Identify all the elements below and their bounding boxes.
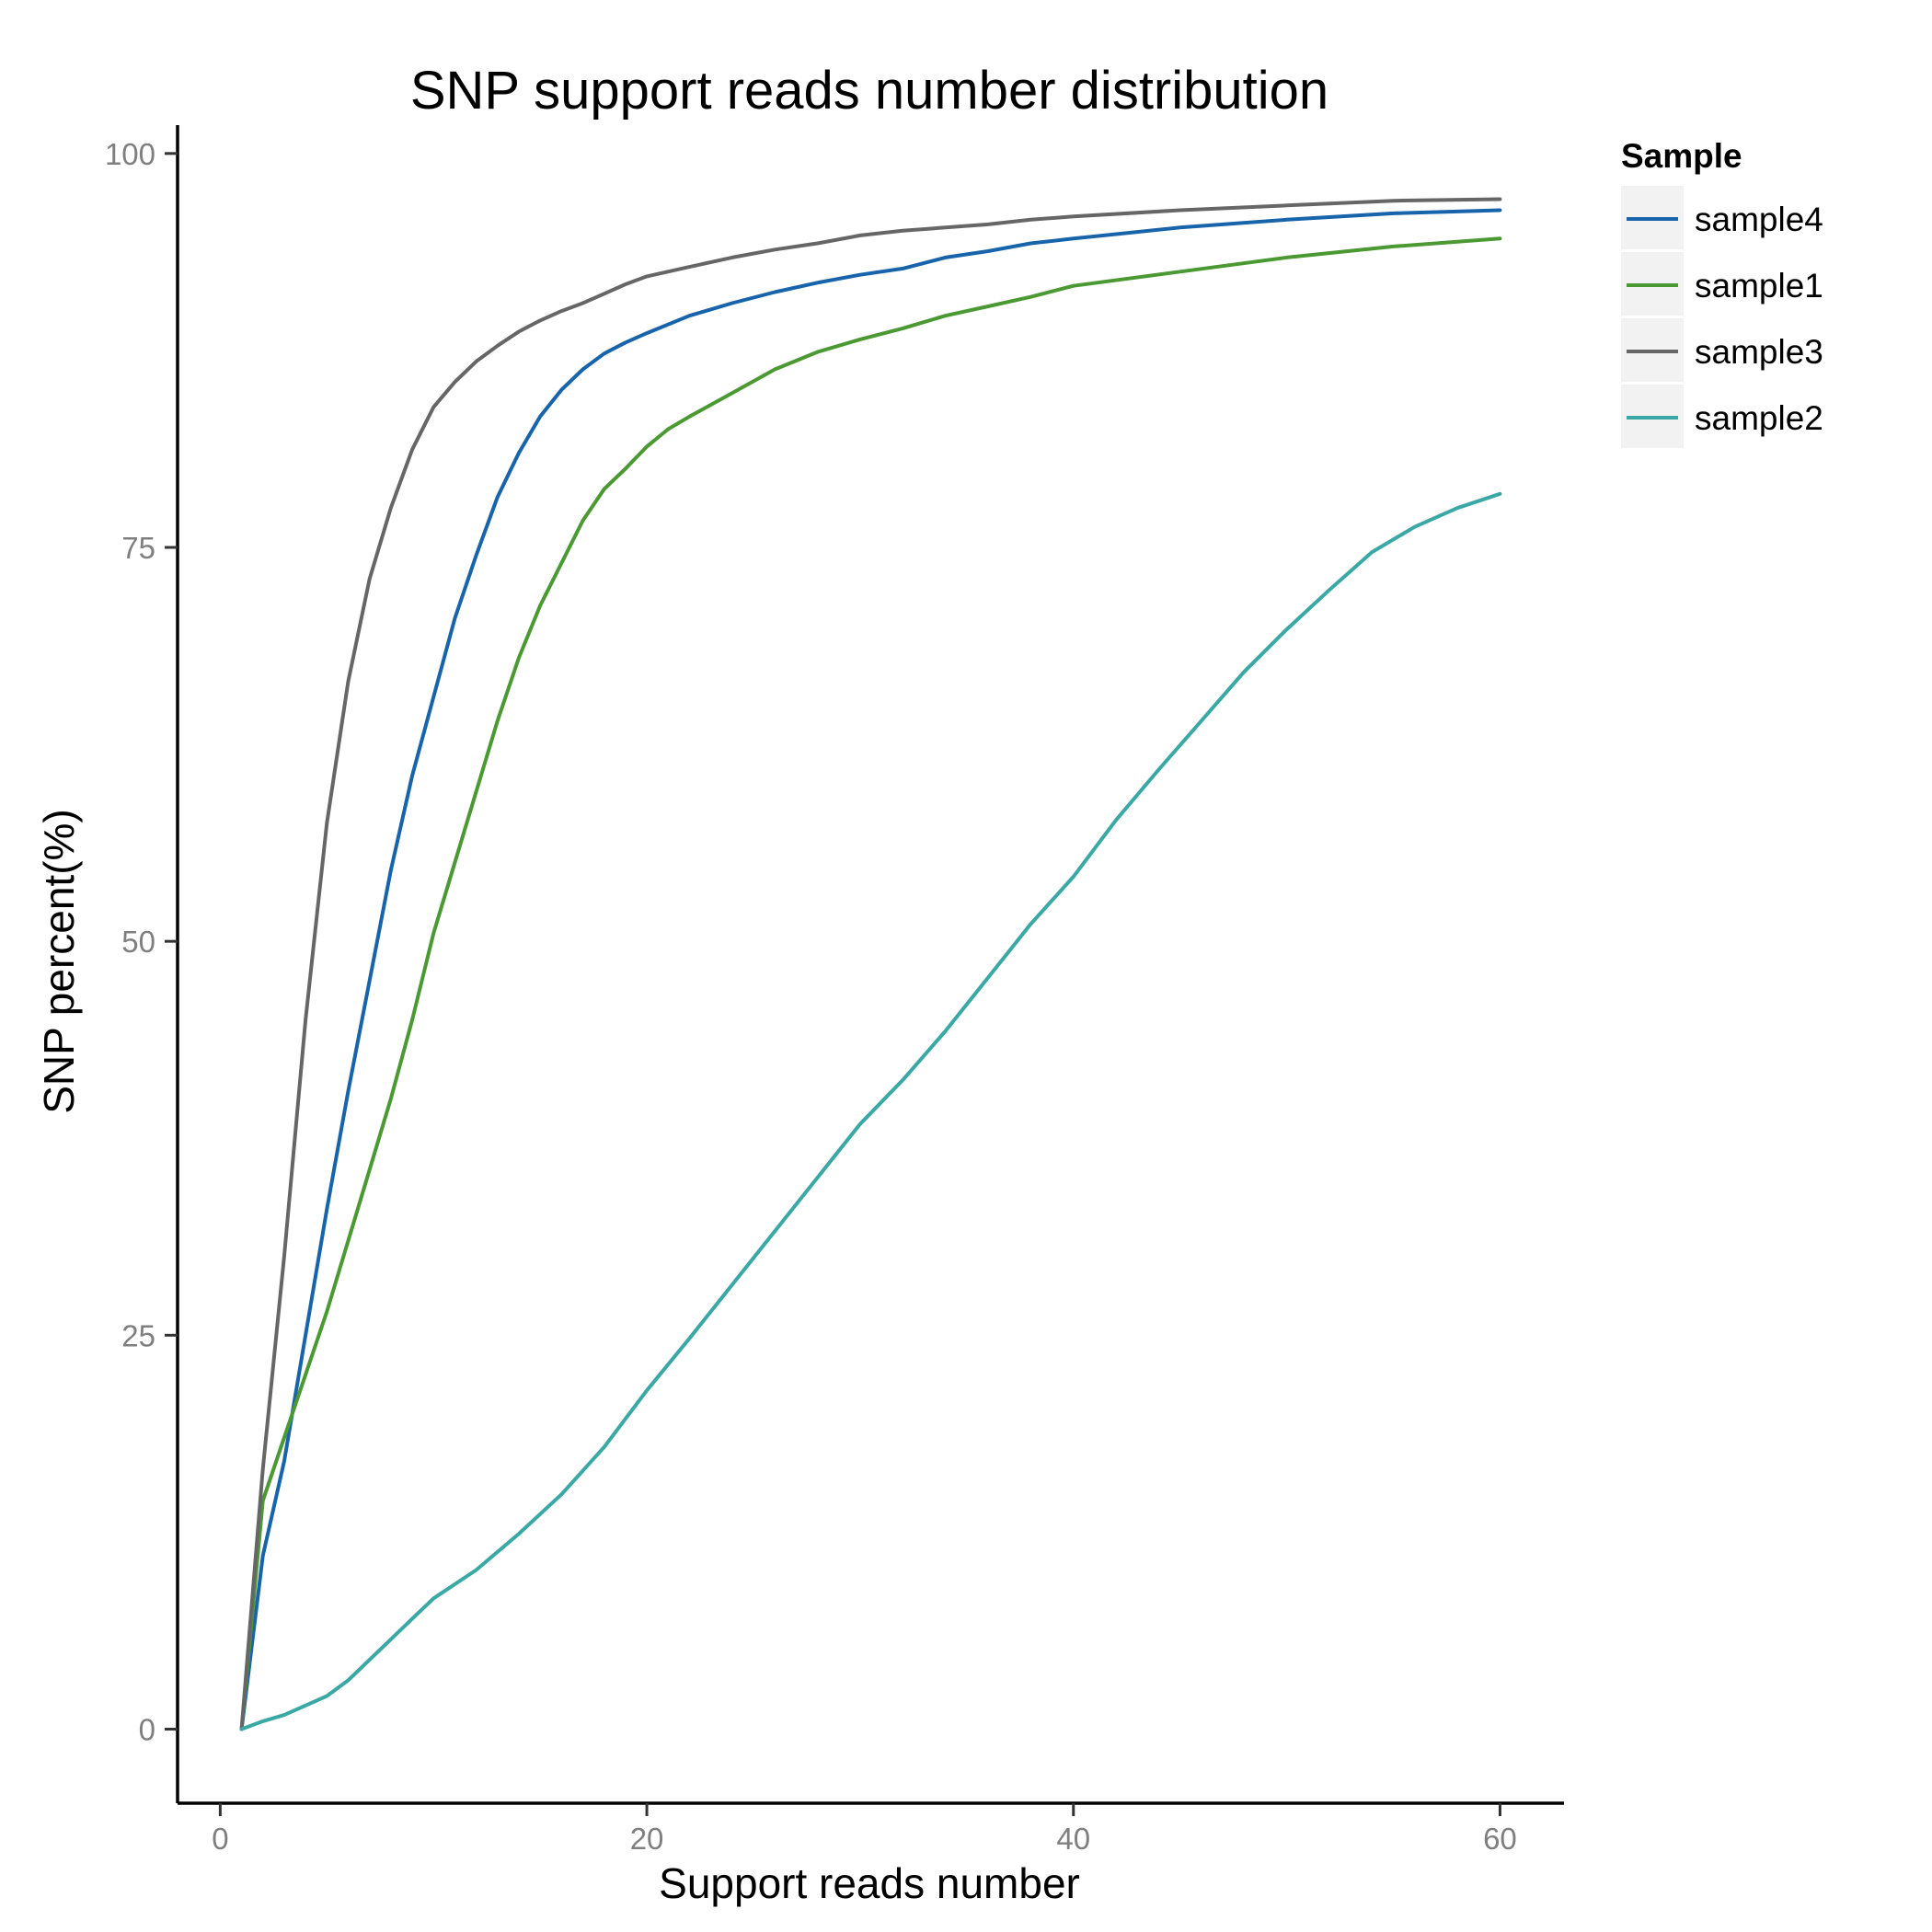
- x-tick-label-1: 20: [630, 1822, 664, 1856]
- legend-label-2: sample3: [1695, 333, 1823, 371]
- x-tick-label-3: 60: [1483, 1822, 1517, 1856]
- y-tick-label-4: 100: [105, 137, 155, 171]
- series-line-1: [239, 236, 1502, 1731]
- y-tick-label-2: 50: [121, 925, 155, 959]
- legend-label-1: sample1: [1695, 267, 1823, 305]
- x-tick-label-0: 0: [212, 1822, 228, 1856]
- x-tick-label-2: 40: [1056, 1822, 1090, 1856]
- legend-label-0: sample4: [1695, 201, 1823, 238]
- series-line-3: [239, 491, 1502, 1731]
- y-tick-label-3: 75: [121, 531, 155, 565]
- y-axis-title: SNP percent(%): [35, 809, 83, 1114]
- legend: Sample sample4 sample1 sample3 sample2: [1621, 137, 1823, 448]
- legend-title: Sample: [1621, 137, 1742, 175]
- series-layer: [239, 197, 1502, 1731]
- series-line-2: [239, 197, 1502, 1731]
- legend-label-3: sample2: [1695, 399, 1823, 437]
- series-line-0: [239, 208, 1502, 1731]
- y-tick-label-0: 0: [139, 1713, 155, 1747]
- x-axis-title: Support reads number: [659, 1859, 1080, 1907]
- chart-title: SNP support reads number distribution: [410, 61, 1328, 121]
- y-tick-label-1: 25: [121, 1318, 155, 1352]
- axes-layer: 0 20 40 60 0 25 50 75 100: [105, 125, 1564, 1856]
